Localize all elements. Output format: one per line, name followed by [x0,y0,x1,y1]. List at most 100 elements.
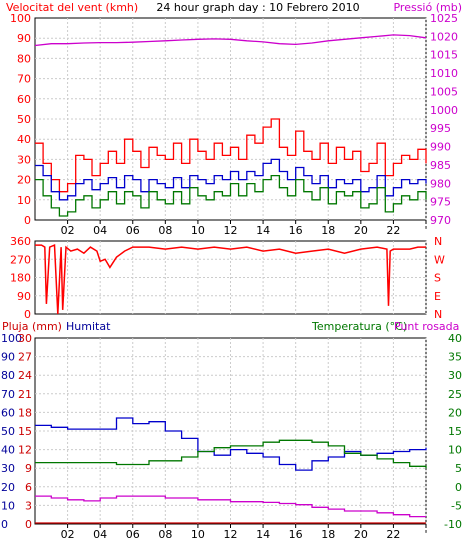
x-tick-label: 08 [158,528,172,541]
x-tick-label: 02 [61,528,75,541]
pressure-tick-label: 980 [430,177,451,190]
rain-tick-label: 21 [18,388,32,401]
humidity-tick-label: 80 [1,369,15,382]
pressure-tick-label: 1025 [430,12,458,25]
wind-tick-label: 40 [17,133,31,146]
humidity-tick-label: 60 [1,406,15,419]
humidity-tick-label: 100 [1,332,22,345]
x-tick-label: 10 [191,528,205,541]
pressure-tick-label: 985 [430,159,451,172]
x-tick-label: 22 [386,224,400,237]
series-line-direction [35,243,426,315]
humidity-axis-label: Humitat [66,320,111,333]
dewpoint-axis-label: Punt rosada [394,320,459,333]
x-tick-label: 12 [224,224,238,237]
x-tick-label: 20 [354,528,368,541]
humidity-tick-label: 70 [1,388,15,401]
rain-axis-label: Pluja (mm) [2,320,62,333]
temperature-axis-label: Temperatura (°C) [311,320,407,333]
x-tick-label: 12 [224,528,238,541]
humidity-tick-label: 0 [1,518,8,531]
rain-tick-label: 18 [18,406,32,419]
temperature-tick-label: 35 [448,351,462,364]
chart-title: 24 hour graph day : 10 Febrero 2010 [156,1,359,14]
x-tick-label: 04 [93,528,107,541]
temperature-tick-label: -5 [451,499,462,512]
x-tick-label: 22 [386,528,400,541]
direction-tick-label: 180 [10,272,31,285]
x-tick-label: ' [424,528,427,541]
rain-tick-label: 30 [18,332,32,345]
x-tick-label: 14 [256,224,270,237]
pressure-tick-label: 1005 [430,85,458,98]
temperature-tick-label: 30 [448,369,462,382]
wind-pressure-panel: 0102030405060708090100970975980985990995… [10,12,458,237]
x-tick-label: 02 [61,224,75,237]
x-tick-label: 14 [256,528,270,541]
temperature-tick-label: 10 [448,444,462,457]
humidity-tick-label: 10 [1,499,15,512]
compass-tick-label: N [434,308,442,321]
x-tick-label: 18 [321,528,335,541]
humidity-tick-label: 40 [1,444,15,457]
x-tick-label: 08 [158,224,172,237]
wind-tick-label: 50 [17,113,31,126]
rain-tick-label: 9 [25,462,32,475]
wind-tick-label: 0 [24,214,31,227]
pressure-tick-label: 990 [430,141,451,154]
wind-tick-label: 20 [17,174,31,187]
wind-tick-label: 30 [17,153,31,166]
humidity-tick-label: 50 [1,425,15,438]
temperature-tick-label: 25 [448,388,462,401]
temperature-tick-label: 15 [448,425,462,438]
direction-tick-label: 360 [10,235,31,248]
pressure-tick-label: 995 [430,122,451,135]
wind-speed-axis-label: Velocitat del vent (kmh) [6,1,138,14]
series-line-pressure [34,34,427,47]
pressure-tick-label: 1015 [430,49,458,62]
direction-tick-label: 270 [10,253,31,266]
wind-tick-label: 10 [17,194,31,207]
pressure-axis-label: Pressió (mb) [393,1,462,14]
rain-tick-label: 3 [25,499,32,512]
x-tick-label: 06 [126,528,140,541]
pressure-tick-label: 1020 [430,30,458,43]
x-tick-label: 10 [191,224,205,237]
direction-tick-label: 90 [17,290,31,303]
humidity-tick-label: 30 [1,462,15,475]
series-line-dewpoint [35,495,426,518]
temperature-tick-label: 0 [455,481,462,494]
rain-tick-label: 12 [18,444,32,457]
series-line-temperature [35,439,427,469]
direction-tick-label: 0 [24,308,31,321]
x-tick-label: 16 [289,528,303,541]
wind-tick-label: 70 [17,73,31,86]
pressure-tick-label: 975 [430,196,451,209]
compass-tick-label: S [434,272,441,285]
temperature-tick-label: 20 [448,406,462,419]
compass-tick-label: N [434,235,442,248]
series-line-gust [35,118,427,193]
temperature-tick-label: 5 [455,462,462,475]
rain-tick-label: 24 [18,369,32,382]
wind-tick-label: 100 [10,12,31,25]
rain-tick-label: 27 [18,351,32,364]
x-tick-label: 18 [321,224,335,237]
x-tick-label: 04 [93,224,107,237]
series-line-minimum [35,174,427,217]
x-tick-label: 06 [126,224,140,237]
humidity-tick-label: 20 [1,481,15,494]
temperature-tick-label: 40 [448,332,462,345]
temperature-tick-label: -10 [444,518,462,531]
compass-tick-label: W [434,253,445,266]
pressure-tick-label: 1010 [430,67,458,80]
humidity-tick-label: 90 [1,351,15,364]
wind-tick-label: 80 [17,52,31,65]
x-tick-label: ' [424,224,427,237]
pressure-tick-label: 970 [430,214,451,227]
x-tick-label: 16 [289,224,303,237]
wind-tick-label: 90 [17,32,31,45]
